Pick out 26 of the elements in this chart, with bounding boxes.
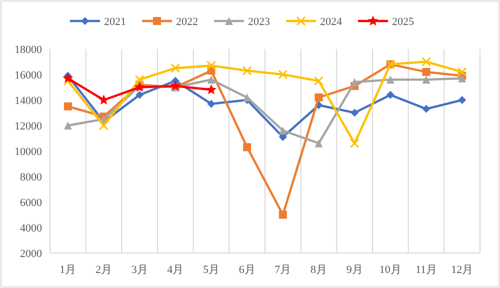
x-tick-label: 6月 bbox=[238, 264, 256, 276]
x-tick-label: 7月 bbox=[274, 264, 292, 276]
y-tick-label: 14000 bbox=[14, 95, 42, 107]
y-tick-label: 6000 bbox=[20, 197, 42, 209]
y-tick-label: 4000 bbox=[20, 222, 42, 234]
x-tick-label: 4月 bbox=[167, 264, 184, 276]
y-tick-label: 12000 bbox=[14, 120, 42, 132]
x-tick-label: 2月 bbox=[96, 264, 112, 276]
x-tick-label: 5月 bbox=[203, 264, 220, 276]
x-tick-label: 3月 bbox=[131, 264, 148, 276]
legend-label: 2024 bbox=[320, 16, 342, 28]
x-tick-label: 1月 bbox=[60, 264, 76, 276]
x-tick-label: 12月 bbox=[451, 264, 474, 276]
y-tick-label: 8000 bbox=[20, 172, 42, 184]
y-tick-label: 10000 bbox=[14, 146, 42, 158]
x-tick-label: 8月 bbox=[310, 264, 327, 276]
legend-label: 2022 bbox=[176, 16, 198, 28]
legend-label: 2023 bbox=[248, 16, 270, 28]
x-tick-label: 10月 bbox=[379, 264, 402, 276]
x-tick-label: 9月 bbox=[346, 264, 363, 276]
y-tick-label: 16000 bbox=[14, 70, 42, 82]
y-tick-label: 18000 bbox=[14, 44, 42, 56]
x-tick-label: 11月 bbox=[415, 264, 438, 276]
legend-label: 2025 bbox=[392, 16, 414, 28]
y-tick-label: 2000 bbox=[20, 248, 42, 260]
legend-label: 2021 bbox=[104, 16, 126, 28]
